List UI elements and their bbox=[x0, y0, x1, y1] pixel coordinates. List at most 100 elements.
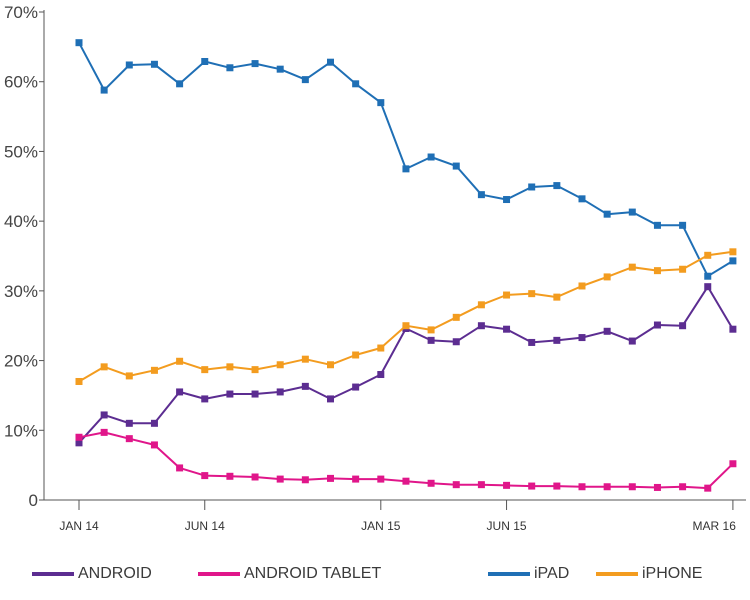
data-point bbox=[201, 57, 209, 65]
data-point bbox=[729, 460, 737, 468]
data-point bbox=[226, 390, 234, 398]
data-point bbox=[628, 337, 636, 345]
data-point bbox=[125, 372, 133, 380]
data-point bbox=[75, 439, 83, 447]
data-point bbox=[427, 479, 435, 487]
data-point bbox=[653, 483, 661, 491]
data-point bbox=[578, 195, 586, 203]
series-line-ipad bbox=[78, 42, 734, 278]
data-point bbox=[704, 283, 712, 291]
data-point bbox=[301, 76, 309, 84]
data-point bbox=[377, 371, 385, 379]
data-point bbox=[704, 251, 712, 259]
legend-item-iphone: iPHONE bbox=[596, 562, 702, 586]
data-point bbox=[729, 325, 737, 333]
data-point bbox=[679, 322, 687, 330]
data-point bbox=[176, 357, 184, 365]
x-tick-label: MAR 16 bbox=[693, 519, 737, 533]
data-point bbox=[578, 334, 586, 342]
data-point bbox=[704, 272, 712, 280]
data-point bbox=[653, 221, 661, 229]
data-point bbox=[251, 473, 259, 481]
data-point bbox=[75, 377, 83, 385]
y-axis-ticks: 0 10% 20% 30% 40% 50% 60% 70% bbox=[4, 3, 44, 510]
data-point bbox=[226, 363, 234, 371]
y-tick-label: 0 bbox=[29, 491, 38, 510]
data-point bbox=[125, 419, 133, 427]
data-point bbox=[503, 291, 511, 299]
data-point bbox=[377, 99, 385, 107]
data-point bbox=[402, 165, 410, 173]
series-lines bbox=[75, 39, 737, 492]
data-point bbox=[553, 482, 561, 490]
y-tick-label: 10% bbox=[4, 421, 38, 440]
data-point bbox=[729, 248, 737, 256]
y-tick-label: 40% bbox=[4, 212, 38, 231]
data-point bbox=[553, 182, 561, 190]
data-point bbox=[553, 336, 561, 344]
data-point bbox=[653, 267, 661, 275]
legend-item-android-tablet: ANDROID TABLET bbox=[198, 562, 381, 586]
data-point bbox=[452, 481, 460, 489]
data-point bbox=[226, 472, 234, 480]
y-tick-label: 60% bbox=[4, 73, 38, 92]
data-point bbox=[452, 313, 460, 321]
data-point bbox=[729, 257, 737, 265]
data-point bbox=[301, 476, 309, 484]
y-tick-label: 50% bbox=[4, 142, 38, 161]
data-point bbox=[201, 366, 209, 374]
legend-swatch bbox=[596, 572, 638, 576]
data-point bbox=[528, 482, 536, 490]
data-point bbox=[352, 383, 360, 391]
data-point bbox=[578, 483, 586, 491]
data-point bbox=[150, 366, 158, 374]
data-point bbox=[603, 273, 611, 281]
data-point bbox=[125, 61, 133, 69]
data-point bbox=[528, 338, 536, 346]
data-point bbox=[477, 191, 485, 199]
data-point bbox=[628, 483, 636, 491]
x-tick-label: JAN 14 bbox=[59, 519, 99, 533]
legend-swatch bbox=[198, 572, 240, 576]
data-point bbox=[503, 325, 511, 333]
x-tick-label: JUN 15 bbox=[487, 519, 527, 533]
data-point bbox=[528, 183, 536, 191]
data-point bbox=[327, 474, 334, 482]
data-point bbox=[201, 395, 209, 403]
data-point bbox=[477, 301, 485, 309]
data-point bbox=[528, 290, 536, 298]
data-point bbox=[477, 481, 485, 489]
x-tick-label: JUN 14 bbox=[185, 519, 225, 533]
legend-label: ANDROID TABLET bbox=[244, 565, 382, 582]
data-point bbox=[150, 441, 158, 449]
data-point bbox=[452, 338, 460, 346]
data-point bbox=[704, 484, 712, 492]
data-point bbox=[201, 472, 209, 480]
data-point bbox=[150, 60, 158, 68]
data-point bbox=[402, 477, 410, 485]
data-point bbox=[276, 65, 284, 73]
data-point bbox=[301, 355, 309, 363]
data-point bbox=[628, 263, 636, 271]
data-point bbox=[176, 464, 184, 472]
data-point bbox=[352, 80, 360, 88]
data-point bbox=[100, 411, 108, 419]
data-point bbox=[427, 336, 435, 344]
legend-swatch bbox=[32, 572, 74, 576]
data-point bbox=[276, 361, 284, 369]
data-point bbox=[251, 390, 259, 398]
data-point bbox=[176, 388, 184, 396]
legend-label: iPHONE bbox=[642, 565, 703, 582]
data-point bbox=[653, 321, 661, 329]
legend-label: ANDROID bbox=[78, 565, 152, 582]
data-point bbox=[327, 395, 334, 403]
data-point bbox=[125, 435, 133, 443]
data-point bbox=[352, 351, 360, 359]
y-tick-label: 70% bbox=[4, 3, 38, 22]
data-point bbox=[679, 265, 687, 273]
data-point bbox=[377, 475, 385, 483]
legend-item-ipad: iPAD bbox=[488, 562, 569, 586]
data-point bbox=[553, 293, 561, 301]
data-point bbox=[503, 481, 511, 489]
data-point bbox=[226, 64, 234, 72]
